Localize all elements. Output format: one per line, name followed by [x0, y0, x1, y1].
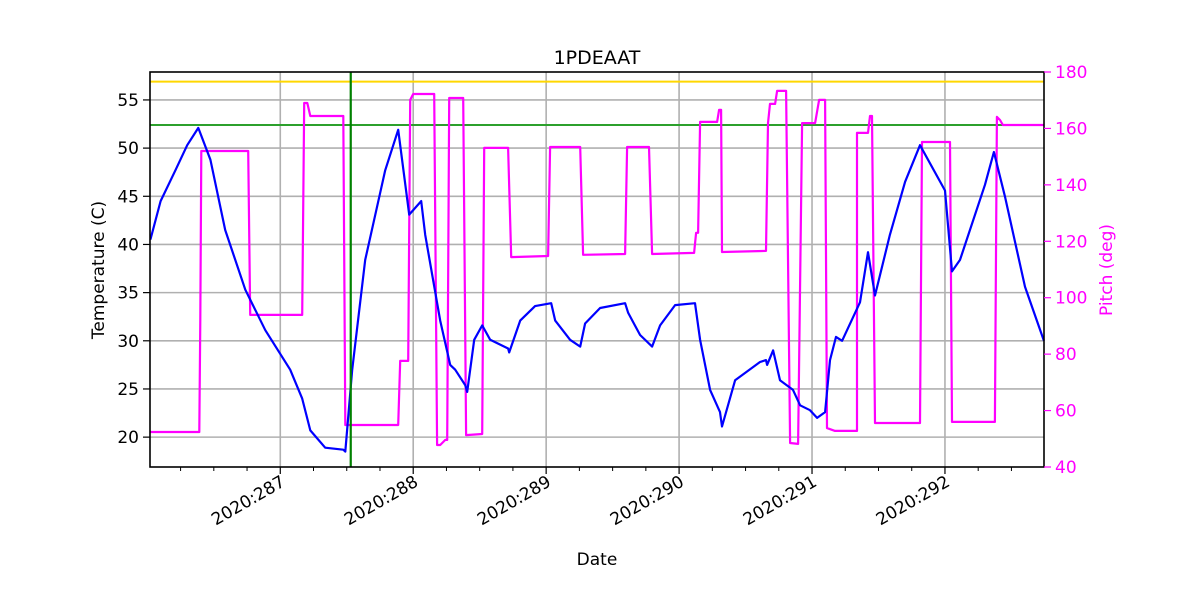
x-tick-label: 2020:290	[607, 472, 688, 530]
y-tick-label: 45	[117, 187, 139, 207]
x-tick-label: 2020:289	[474, 472, 555, 530]
y-axis-label: Temperature (C)	[89, 201, 109, 340]
y2-tick-label: 100	[1055, 289, 1087, 309]
y-tick-label: 20	[117, 428, 139, 448]
chart-title: 1PDEAAT	[554, 47, 641, 69]
y-tick-label: 40	[117, 235, 139, 255]
pitch-line	[150, 89, 1044, 447]
x-tick-label: 2020:292	[873, 472, 954, 530]
series-group	[149, 72, 1045, 467]
y2-tick-label: 40	[1055, 458, 1077, 478]
y2-tick-label: 160	[1055, 119, 1087, 139]
x-tick-label: 2020:287	[208, 472, 289, 530]
y-tick-label: 50	[117, 139, 139, 159]
y-tick-label: 30	[117, 332, 139, 352]
plot-frame	[149, 71, 1045, 468]
y2-axis-label: Pitch (deg)	[1097, 224, 1117, 316]
y2-tick-label: 140	[1055, 176, 1087, 196]
y-tick-label: 55	[117, 91, 139, 111]
y2-tick-label: 80	[1055, 345, 1077, 365]
reference-lines	[150, 80, 1044, 126]
y2-tick-label: 60	[1055, 402, 1077, 422]
y2-tick-label: 180	[1055, 63, 1087, 83]
axes: 2020:287 2020:288 2020:289 2020:290 2020:291…	[117, 63, 1087, 530]
y2-tick-label: 120	[1055, 232, 1087, 252]
temperature-line	[149, 126, 1045, 453]
grid	[150, 72, 1044, 467]
x-axis-label: Date	[577, 550, 618, 570]
y-tick-label: 25	[117, 380, 139, 400]
x-tick-label: 2020:288	[341, 472, 422, 530]
x-tick-label: 2020:291	[740, 472, 821, 530]
y-tick-label: 35	[117, 284, 139, 304]
